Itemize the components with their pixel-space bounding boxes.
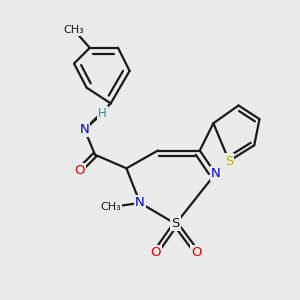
Text: N: N <box>211 167 220 180</box>
Text: N: N <box>80 123 89 136</box>
Text: O: O <box>74 164 85 177</box>
Text: O: O <box>151 246 161 259</box>
Text: H: H <box>98 107 107 120</box>
Text: CH₃: CH₃ <box>100 202 121 212</box>
Text: CH₃: CH₃ <box>64 25 84 35</box>
Text: S: S <box>225 154 233 167</box>
Text: N: N <box>135 196 145 209</box>
Text: S: S <box>172 218 180 230</box>
Text: O: O <box>191 246 202 259</box>
